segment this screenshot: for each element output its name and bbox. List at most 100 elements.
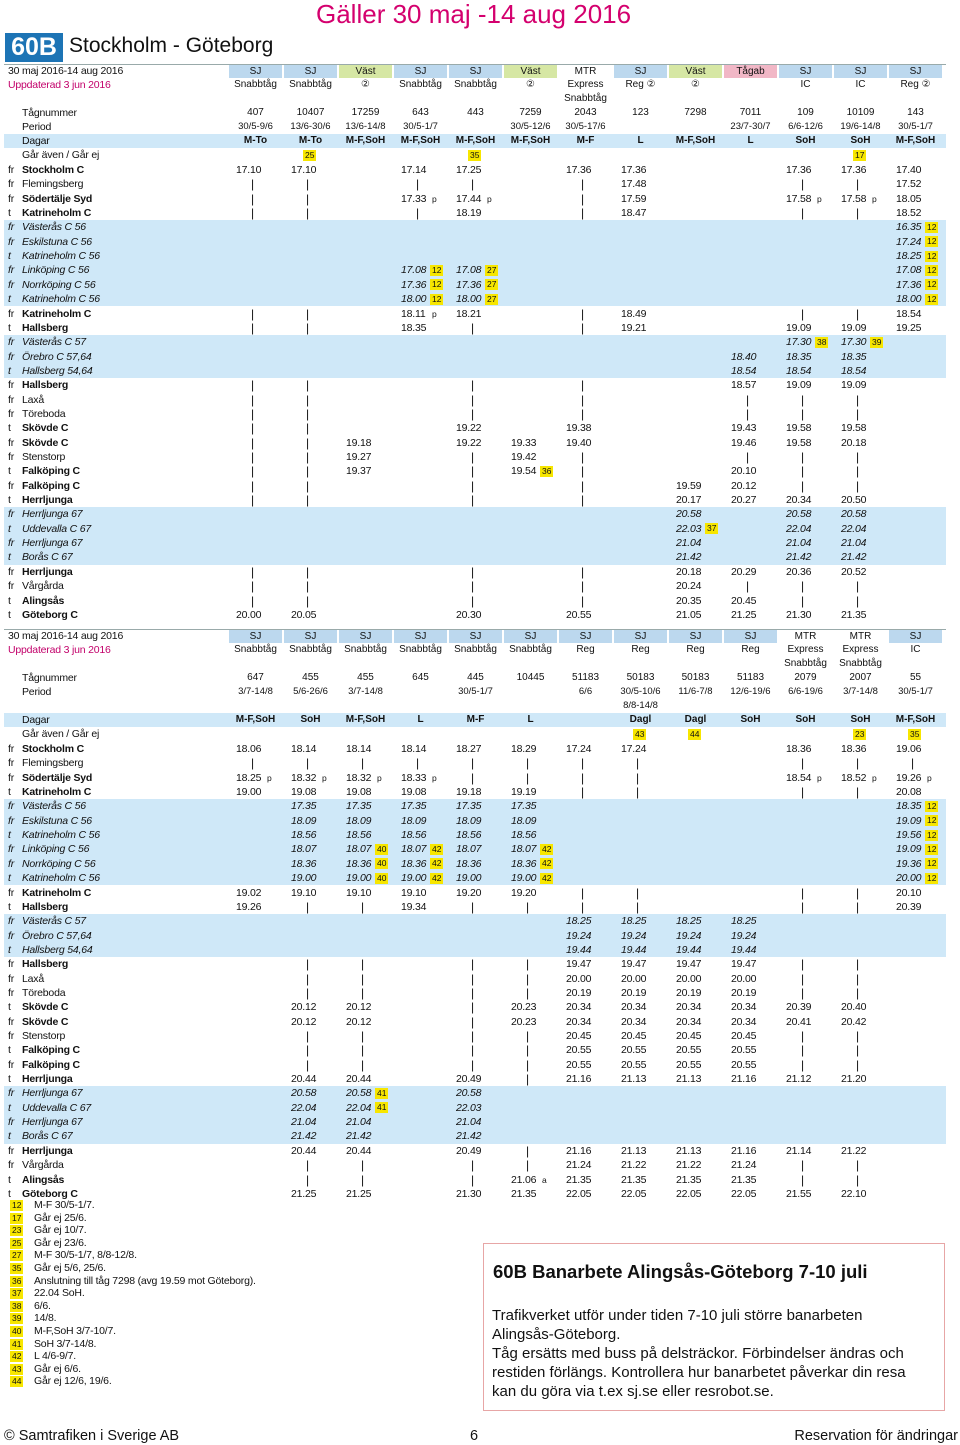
pass-through: |: [471, 320, 475, 335]
train-number: 7259: [519, 107, 542, 118]
train-type: ②: [361, 79, 370, 90]
direction: fr: [8, 508, 15, 521]
updated: Uppdaterad 3 jun 2016: [8, 644, 111, 656]
time: 19.24: [566, 929, 592, 942]
period: 23/7-30/7: [730, 121, 771, 132]
time: 18.54: [731, 364, 757, 377]
pass-through: |: [746, 392, 750, 407]
time: 21.13: [676, 1073, 702, 1086]
operator: SJ: [834, 65, 887, 78]
time-flag: p: [432, 772, 437, 783]
note-ref: 12: [925, 250, 939, 262]
pass-through: |: [471, 1043, 475, 1058]
footnote-text: Går ej 10/7.: [34, 1224, 87, 1237]
period: 11/6-7/8: [678, 686, 713, 697]
time: 18.14: [291, 743, 317, 755]
period: 3/7-14/8: [238, 686, 273, 697]
pass-through: |: [801, 1057, 805, 1072]
direction: fr: [8, 857, 15, 870]
direction: t: [8, 1187, 11, 1200]
row-label: Period: [22, 686, 52, 698]
station: Göteborg C: [22, 1187, 78, 1200]
period: 12/6-19/6: [730, 686, 771, 697]
station: Katrineholm C 56: [22, 829, 100, 842]
pass-through: |: [581, 378, 585, 393]
connection-band: [4, 1100, 946, 1116]
station: Hallsberg 54,64: [22, 364, 93, 377]
days: M-To: [298, 135, 323, 146]
pass-through: |: [471, 770, 475, 785]
direction: fr: [8, 221, 15, 234]
row-label: Period: [22, 121, 52, 133]
train-type: Snabbtåg: [234, 644, 277, 655]
time: 20.41: [786, 1015, 812, 1028]
pass-through: |: [251, 493, 255, 508]
train-type: Reg: [631, 644, 650, 655]
footer-right: Reservation för ändringar: [794, 1428, 958, 1444]
pass-through: |: [636, 885, 640, 900]
time: 19.47: [621, 958, 647, 971]
pass-through: |: [361, 1043, 365, 1058]
time: 18.00: [456, 293, 482, 306]
connection-band: [4, 507, 946, 522]
station: Katrineholm C: [22, 307, 92, 320]
pass-through: |: [636, 756, 640, 771]
time: 19.24: [676, 929, 702, 942]
note-ref: 42: [540, 858, 554, 870]
time: 20.55: [621, 1044, 647, 1057]
connection-band: [4, 1086, 946, 1101]
time: 19.21: [621, 321, 647, 334]
connection-band: [4, 249, 946, 264]
pass-through: |: [526, 770, 530, 785]
connection-band: [4, 335, 946, 350]
pass-through: |: [526, 1143, 530, 1158]
time: 20.36: [786, 565, 812, 578]
pass-through: |: [251, 206, 255, 221]
pass-through: |: [526, 1158, 530, 1173]
pass-through: |: [306, 1172, 310, 1187]
direction: fr: [8, 1159, 15, 1172]
connection-band: [4, 828, 946, 843]
note-ref: 23: [853, 729, 867, 740]
station: Örebro C 57,64: [22, 929, 92, 942]
time: 20.00: [896, 872, 922, 885]
time: 21.42: [841, 551, 867, 564]
period: 30/5-10/6 8/8-14/8: [620, 686, 661, 711]
time: 18.54: [786, 364, 812, 377]
operator: SJ: [284, 630, 337, 643]
days: SoH: [795, 135, 816, 146]
time: 18.33: [401, 771, 427, 784]
time: 18.09: [456, 814, 482, 827]
note-ref: 42: [540, 872, 554, 884]
notice-box: [483, 1243, 945, 1411]
time: 20.34: [621, 1001, 647, 1014]
time: 19.26: [896, 771, 922, 784]
pass-through: |: [361, 985, 365, 1000]
time: 18.09: [511, 814, 537, 827]
footnote-ref: 42: [10, 1351, 24, 1363]
time: 21.04: [676, 537, 702, 550]
time: 18.25: [731, 915, 757, 928]
pass-through: |: [526, 899, 530, 914]
time: 19.47: [566, 958, 592, 971]
time: 21.55: [786, 1187, 812, 1200]
station: Norrköping C 56: [22, 857, 96, 870]
time: 20.19: [676, 986, 702, 999]
direction: fr: [8, 886, 15, 899]
note-ref: 12: [925, 800, 939, 812]
time: 19.58: [841, 422, 867, 435]
pass-through: |: [471, 985, 475, 1000]
train-type: Reg ②: [900, 79, 931, 90]
direction: fr: [8, 958, 15, 971]
footnote-text: M-F 30/5-1/7.: [34, 1199, 95, 1211]
pass-through: |: [471, 593, 475, 608]
direction: fr: [8, 407, 15, 420]
days: M-F,SoH: [400, 135, 441, 146]
direction: t: [8, 465, 11, 478]
days: M-To: [243, 135, 268, 146]
pass-through: |: [251, 756, 255, 771]
pass-through: |: [306, 1043, 310, 1058]
days: Dagl: [629, 714, 652, 725]
time: 21.35: [731, 1173, 757, 1186]
pass-through: |: [471, 957, 475, 972]
